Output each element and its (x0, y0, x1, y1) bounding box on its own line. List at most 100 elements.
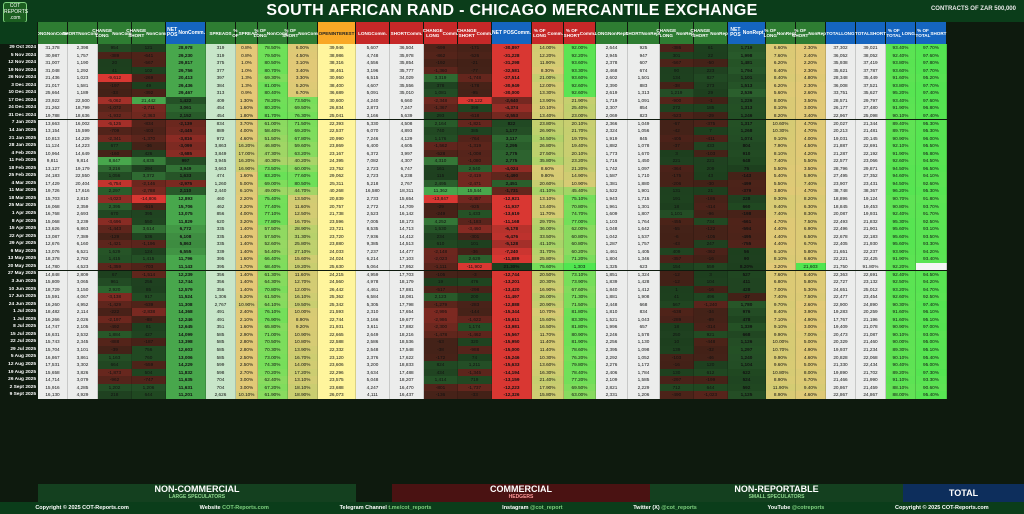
cell-c_chg_short: 1,433 (458, 210, 492, 218)
cell-t_long: 19,031 (826, 134, 856, 143)
cell-spreads_pct: 16.20% (236, 142, 258, 150)
cell-nc_pct_short: 40.20% (288, 157, 318, 165)
cell-nr_pct_short: 4.70% (796, 187, 826, 195)
cell-spreads: 585 (206, 353, 236, 362)
cell-nc_chg_long: -5,125 (98, 119, 132, 128)
cell-nr_short: 1,405 (628, 247, 660, 256)
col-header-sub: NonRept. (808, 30, 829, 36)
cell-t_pct_long: 90.40% (886, 361, 916, 369)
cell-c_pct_short: 10.90% (564, 179, 596, 188)
col-header-label: TOTAL (826, 30, 842, 36)
cell-nc_short: 1,190 (68, 59, 98, 67)
cell-c_pct_short: 14.90% (564, 172, 596, 180)
cell-nr_pct_long: 8.10% (766, 149, 796, 158)
footer-twitter-link[interactable]: @cot_reports (661, 505, 697, 511)
cell-c_pct_short: 70.80% (564, 202, 596, 211)
cell-nc_chg_short: -641 (132, 51, 166, 60)
cell-c_pct_long: 10.10% (532, 104, 564, 112)
cell-nr_long: 2,276 (596, 361, 628, 369)
cell-t_pct_short: 95.40% (916, 353, 947, 362)
cell-t_pct_short: 97.60% (916, 96, 947, 105)
cell-nr_long: 2,395 (596, 346, 628, 354)
cell-t_long: 35,938 (826, 59, 856, 67)
cell-nr_net: 1,313 (728, 104, 766, 112)
cell-spreads: 856 (206, 210, 236, 218)
cell-oi: 23,688 (318, 383, 356, 392)
cell-nr_long: 1,287 (596, 240, 628, 248)
cell-oi: 21,738 (318, 210, 356, 218)
cell-nc_long: 9,811 (38, 157, 68, 165)
cell-nr_pct_long: 8.90% (766, 376, 796, 384)
footer-telegram-link[interactable]: t.me/cot_reports (388, 505, 432, 511)
cell-nr_pct_long: 9.60% (766, 361, 796, 369)
cell-nc_chg_short: 4,835 (132, 157, 166, 165)
cell-c_net: -12,744 (492, 270, 532, 279)
cell-nc_net: 1,633 (166, 172, 206, 180)
footer-instagram-link[interactable]: @cot_report (530, 505, 563, 511)
footer-instagram-label: Instagram (502, 505, 529, 511)
cell-c_pct_short: 83.30% (564, 315, 596, 324)
cell-nr_chg_long: -297 (660, 376, 694, 384)
cell-nr_short: 1,078 (628, 142, 660, 150)
footer-twitter[interactable]: Twitter (X) @cot_reports (633, 505, 697, 511)
cell-nc_chg_long: -39 (98, 346, 132, 354)
cell-c_short: 5,639 (390, 111, 424, 120)
cell-oi: 23,720 (318, 232, 356, 241)
cell-spreads: 335 (206, 232, 236, 241)
cell-nr_pct_long: 11.90% (766, 383, 796, 392)
cell-c_chg_short: -2,471 (458, 179, 492, 188)
cell-nc_long: 21,262 (38, 104, 68, 112)
footer-youtube-link[interactable]: @cotreports (791, 505, 825, 511)
cell-nc_pct_short: 12.00% (288, 285, 318, 294)
cell-t_long: 21,330 (826, 361, 856, 369)
cell-nc_pct_short: 69.50% (288, 104, 318, 112)
cell-c_chg_long: 19 (424, 278, 458, 286)
cell-nc_long: 15,704 (38, 346, 68, 354)
cell-nc_short: 15,599 (68, 127, 98, 135)
cell-nr_net: 1,240 (728, 353, 766, 362)
cell-c_pct_short: 74.70% (564, 210, 596, 218)
cell-c_short: 17,654 (390, 308, 424, 316)
cell-t_long: 21,651 (826, 247, 856, 256)
cell-spreads_pct: 16.20% (236, 157, 258, 165)
cell-nc_pct_short: 6.00% (288, 44, 318, 52)
cell-oi: 20,990 (318, 134, 356, 143)
footer-website[interactable]: Website COT-Reports.com (200, 505, 269, 511)
cell-c_net: 2,295 (492, 142, 532, 150)
footer-youtube[interactable]: YouTube @cotreports (768, 505, 825, 511)
cell-nc_pct_long: 77.40% (258, 202, 288, 211)
cell-nr_chg_long: 41 (660, 293, 694, 301)
cell-nc_chg_short: 1,415 (132, 255, 166, 263)
cell-c_net: -14,194 (492, 368, 532, 377)
cell-nc_net: 5,863 (166, 240, 206, 248)
cell-spreads_pct: 2.20% (236, 202, 258, 211)
cell-nc_pct_short: 3.40% (288, 66, 318, 75)
footer-instagram[interactable]: Instagram @cot_report (502, 505, 562, 511)
cell-nr_long: 2,292 (596, 353, 628, 362)
cell-nr_pct_short: 3.50% (796, 96, 826, 105)
cell-nr_long: 2,619 (596, 89, 628, 97)
cell-nc_short: 4,067 (68, 293, 98, 301)
row-date: 1 Jul 2025 (13, 309, 36, 315)
cell-c_long: 4,748 (356, 51, 390, 60)
cell-nr_long: 2,307 (596, 104, 628, 112)
cell-c_short: 3,997 (390, 149, 424, 158)
cell-nc_long: 15,658 (38, 368, 68, 377)
row-date: 3 Dec 2024 (11, 82, 36, 88)
footer-website-link[interactable]: COT-Reports.com (222, 505, 269, 511)
cell-spreads_pct: 1.40% (236, 225, 258, 233)
cell-nc_short: 3,101 (68, 346, 98, 354)
cell-nr_long: 2,468 (596, 66, 628, 75)
cell-nr_short: 1,097 (628, 164, 660, 173)
cell-nc_chg_long: -962 (98, 376, 132, 384)
cell-nr_pct_long: 10.00% (766, 338, 796, 346)
cell-nc_pct_long: 70.50% (258, 338, 288, 346)
cell-c_long: 7,936 (356, 232, 390, 241)
cell-t_pct_long: 92.40% (886, 270, 916, 279)
cell-c_net: -12,921 (492, 195, 532, 203)
cell-c_long: 3,200 (356, 361, 390, 369)
cell-nr_long: 1,882 (596, 142, 628, 150)
cell-c_long: 4,607 (356, 81, 390, 90)
cell-oi: 22,393 (318, 119, 356, 128)
footer-telegram[interactable]: Telegram Channel t.me/cot_reports (340, 505, 432, 511)
